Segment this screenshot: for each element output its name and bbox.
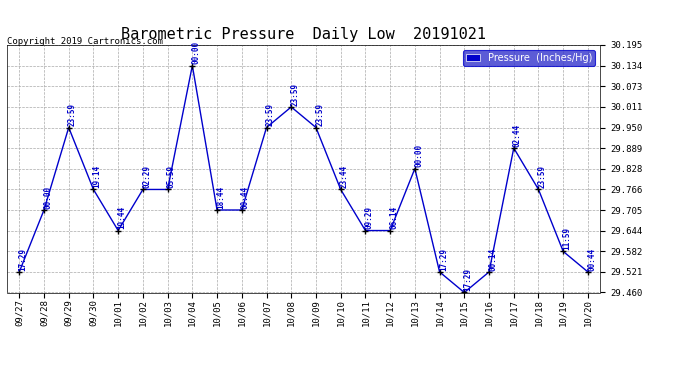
Text: 19:14: 19:14 (92, 165, 101, 188)
Title: Barometric Pressure  Daily Low  20191021: Barometric Pressure Daily Low 20191021 (121, 27, 486, 42)
Text: 23:59: 23:59 (538, 165, 546, 188)
Text: 02:29: 02:29 (142, 165, 151, 188)
Text: 00:00: 00:00 (414, 144, 423, 167)
Legend: Pressure  (Inches/Hg): Pressure (Inches/Hg) (463, 50, 595, 66)
Text: 17:29: 17:29 (19, 248, 28, 271)
Text: 19:44: 19:44 (117, 206, 126, 229)
Text: 11:59: 11:59 (562, 227, 571, 250)
Text: 05:59: 05:59 (167, 165, 176, 188)
Text: 00:00: 00:00 (43, 186, 52, 209)
Text: 23:59: 23:59 (315, 103, 324, 126)
Text: Copyright 2019 Cartronics.com: Copyright 2019 Cartronics.com (7, 38, 163, 46)
Text: 23:59: 23:59 (290, 82, 299, 106)
Text: 23:59: 23:59 (68, 103, 77, 126)
Text: 00:00: 00:00 (192, 41, 201, 64)
Text: 06:14: 06:14 (389, 206, 398, 229)
Text: 17:29: 17:29 (439, 248, 448, 271)
Text: 09:29: 09:29 (364, 206, 373, 229)
Text: 18:44: 18:44 (216, 186, 225, 209)
Text: 00:44: 00:44 (241, 186, 250, 209)
Text: 23:44: 23:44 (340, 165, 349, 188)
Text: 00:14: 00:14 (489, 248, 497, 271)
Text: 17:29: 17:29 (464, 268, 473, 291)
Text: 23:59: 23:59 (266, 103, 275, 126)
Text: 02:44: 02:44 (513, 124, 522, 147)
Text: 00:44: 00:44 (587, 248, 596, 271)
